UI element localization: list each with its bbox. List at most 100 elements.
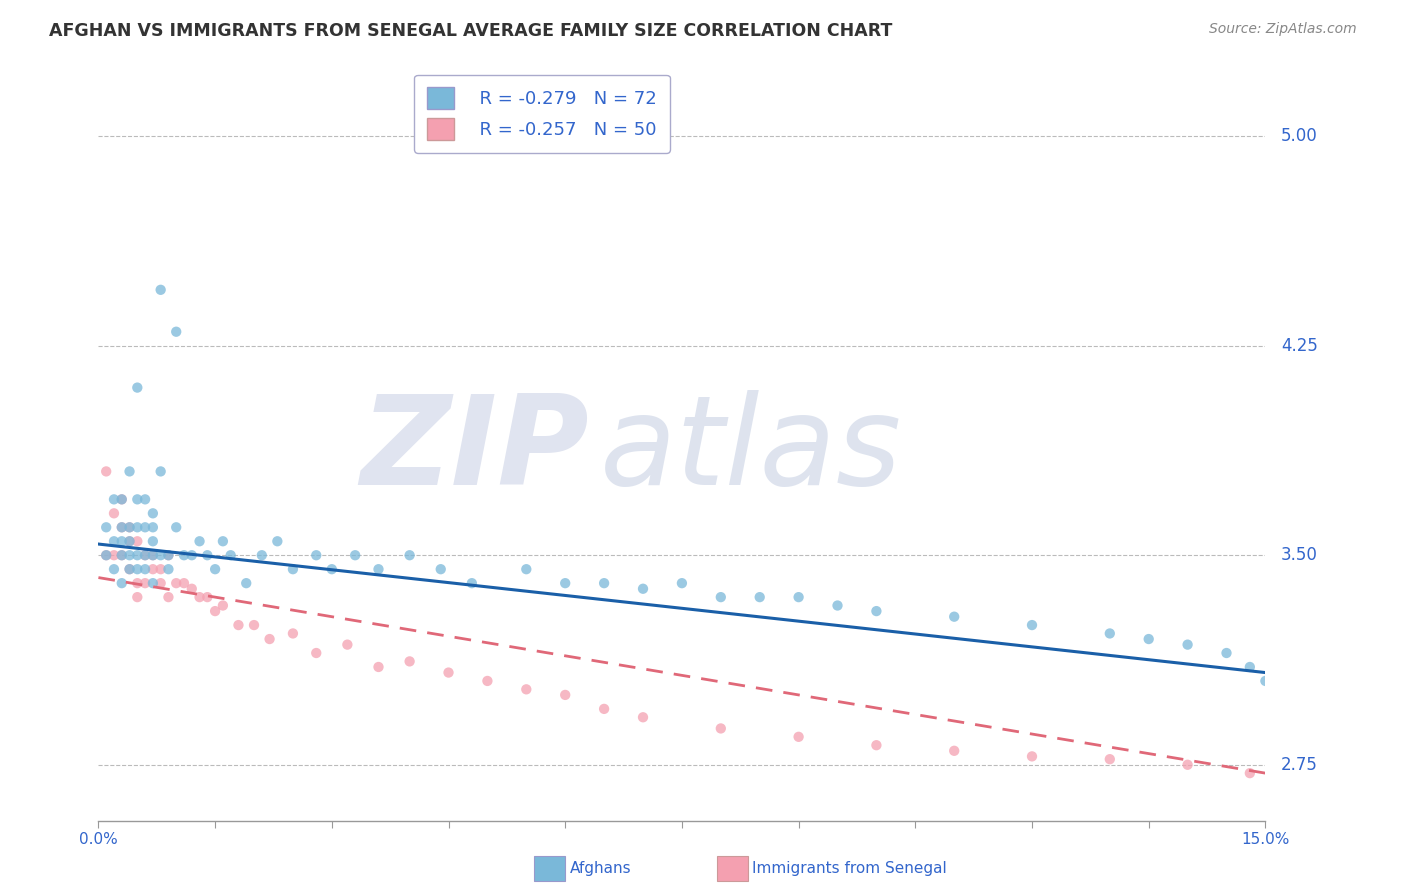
Point: [165, 325, 187, 339]
Point: [235, 576, 257, 591]
Point: [111, 492, 134, 507]
Point: [204, 604, 226, 618]
Point: [398, 654, 420, 668]
Point: [127, 576, 149, 591]
Point: [157, 562, 180, 576]
Text: ZIP: ZIP: [360, 390, 589, 511]
Point: [180, 582, 202, 596]
Point: [134, 492, 156, 507]
Point: [631, 710, 654, 724]
Point: [321, 562, 343, 576]
Point: [180, 548, 202, 562]
Point: [188, 590, 211, 604]
Text: 4.25: 4.25: [1281, 336, 1317, 355]
Point: [142, 534, 165, 549]
Point: [149, 548, 172, 562]
Point: [96, 548, 118, 562]
Point: [344, 548, 367, 562]
Point: [134, 562, 156, 576]
Point: [1137, 632, 1160, 646]
Point: [165, 576, 187, 591]
Point: [1021, 618, 1043, 632]
Point: [134, 520, 156, 534]
Point: [593, 702, 616, 716]
Point: [461, 576, 484, 591]
Point: [103, 492, 125, 507]
Point: [96, 548, 118, 562]
Point: [671, 576, 693, 591]
Text: 5.00: 5.00: [1281, 128, 1317, 145]
Point: [118, 548, 141, 562]
Text: Afghans: Afghans: [569, 862, 631, 876]
Point: [398, 548, 420, 562]
Point: [103, 562, 125, 576]
Point: [305, 646, 328, 660]
Point: [1177, 757, 1199, 772]
Point: [111, 492, 134, 507]
Point: [134, 576, 156, 591]
Point: [259, 632, 281, 646]
Point: [865, 738, 887, 752]
Text: atlas: atlas: [600, 390, 903, 511]
Point: [515, 562, 537, 576]
Point: [188, 534, 211, 549]
Point: [1098, 752, 1121, 766]
Point: [593, 576, 616, 591]
Point: [127, 520, 149, 534]
Point: [243, 618, 266, 632]
Point: [165, 520, 187, 534]
Point: [748, 590, 770, 604]
Legend:   R = -0.279   N = 72,   R = -0.257   N = 50: R = -0.279 N = 72, R = -0.257 N = 50: [415, 75, 669, 153]
Point: [111, 576, 134, 591]
Point: [1215, 646, 1237, 660]
Point: [1098, 626, 1121, 640]
Point: [103, 534, 125, 549]
Point: [787, 590, 810, 604]
Point: [118, 562, 141, 576]
Point: [127, 562, 149, 576]
Point: [477, 673, 499, 688]
Point: [195, 590, 218, 604]
Point: [142, 520, 165, 534]
Point: [142, 506, 165, 520]
Point: [134, 548, 156, 562]
Point: [173, 576, 195, 591]
Point: [437, 665, 460, 680]
Point: [281, 562, 304, 576]
Point: [142, 576, 165, 591]
Point: [127, 534, 149, 549]
Point: [281, 626, 304, 640]
Point: [103, 548, 125, 562]
Point: [1177, 638, 1199, 652]
Point: [111, 548, 134, 562]
Point: [1239, 660, 1261, 674]
Point: [111, 520, 134, 534]
Text: 2.75: 2.75: [1281, 756, 1317, 773]
Point: [515, 682, 537, 697]
Point: [118, 534, 141, 549]
Point: [943, 609, 966, 624]
Text: 3.50: 3.50: [1281, 546, 1317, 565]
Point: [195, 548, 218, 562]
Point: [149, 576, 172, 591]
Text: AFGHAN VS IMMIGRANTS FROM SENEGAL AVERAGE FAMILY SIZE CORRELATION CHART: AFGHAN VS IMMIGRANTS FROM SENEGAL AVERAG…: [49, 22, 893, 40]
Point: [157, 548, 180, 562]
Point: [149, 562, 172, 576]
Point: [118, 562, 141, 576]
Point: [827, 599, 849, 613]
Point: [118, 520, 141, 534]
Text: Immigrants from Senegal: Immigrants from Senegal: [752, 862, 948, 876]
Point: [118, 534, 141, 549]
Point: [429, 562, 451, 576]
Point: [127, 548, 149, 562]
Point: [111, 548, 134, 562]
Text: Source: ZipAtlas.com: Source: ZipAtlas.com: [1209, 22, 1357, 37]
Point: [111, 534, 134, 549]
Point: [157, 548, 180, 562]
Point: [1239, 766, 1261, 780]
Point: [787, 730, 810, 744]
Point: [142, 548, 165, 562]
Point: [149, 283, 172, 297]
Point: [554, 688, 576, 702]
Point: [1021, 749, 1043, 764]
